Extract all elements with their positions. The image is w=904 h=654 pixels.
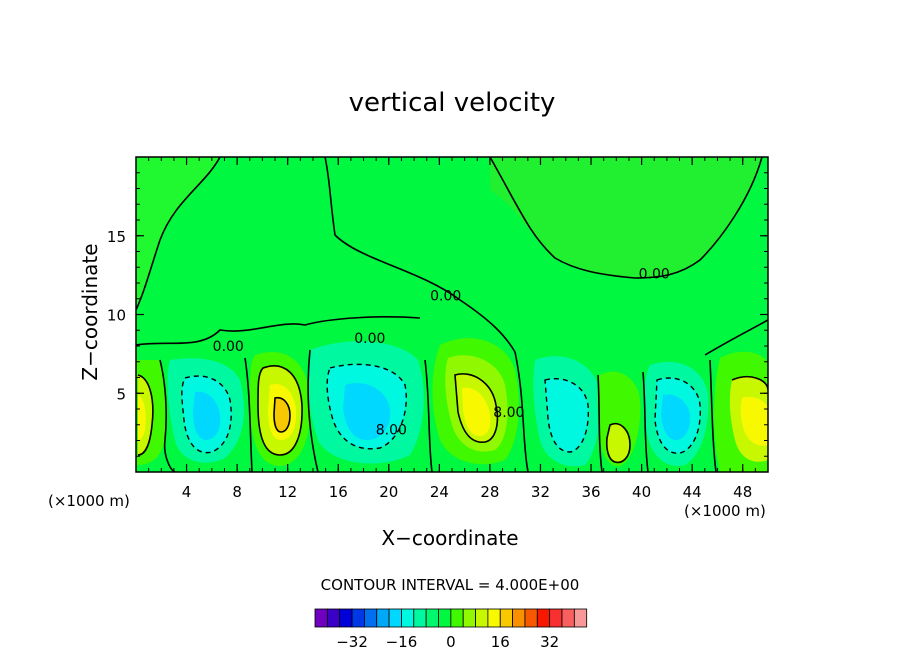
x-tick-label: 36: [581, 483, 600, 501]
x-tick-label: 32: [531, 483, 550, 501]
y-axis-label: Z−coordinate: [78, 243, 102, 381]
contour-label: 8.00: [376, 422, 407, 438]
zero-region-left: [136, 157, 220, 310]
colorbar-swatch: [536, 608, 551, 628]
x-tick-label: 8: [232, 483, 242, 501]
colorbar-tick-label: 16: [491, 633, 510, 651]
colorbar-swatch: [475, 608, 489, 628]
y-tick-label: 5: [116, 385, 126, 403]
x-tick-label: 4: [182, 483, 192, 501]
colorbar-swatch: [314, 608, 328, 628]
contour-label: 0.00: [430, 289, 461, 305]
colorbar-swatch: [524, 608, 538, 628]
colorbar-swatch: [388, 608, 402, 628]
zero-contours: [136, 157, 768, 356]
solid-contours: [137, 365, 768, 464]
colorbar-swatch: [573, 608, 588, 628]
contour-field: [136, 157, 768, 472]
colorbar-swatch: [425, 608, 439, 628]
contour-interval-label: CONTOUR INTERVAL = 4.000E+00: [320, 576, 580, 594]
x-scale-note-right: (×1000 m): [684, 502, 766, 520]
colorbar-tick-label: 0: [446, 633, 456, 651]
colorbar-swatch: [326, 608, 341, 628]
contour-label: 8.00: [493, 405, 524, 421]
colorbar-swatch: [413, 608, 427, 628]
colorbar-tick-label: −32: [336, 633, 368, 651]
colorbar-swatch: [339, 608, 353, 628]
y-tick-label: 10: [107, 307, 126, 325]
colorbar: −32 −16 0 16 32: [314, 608, 588, 651]
x-tick-label: 28: [480, 483, 499, 501]
contour-labels: 0.00 0.00 0.00 0.00 8.00 8.00: [213, 267, 670, 439]
colorbar-swatch: [462, 608, 476, 628]
colorbar-swatch: [487, 608, 501, 628]
colorbar-swatch: [450, 608, 464, 628]
contour-label: 0.00: [213, 339, 244, 355]
colorbar-swatch: [401, 608, 415, 628]
x-tick-label: 12: [278, 483, 297, 501]
colorbar-swatch: [351, 608, 365, 628]
colorbar-swatch: [561, 608, 575, 628]
x-scale-note-left: (×1000 m): [48, 492, 130, 510]
colorbar-swatch: [363, 608, 378, 628]
cell-boundaries: [159, 349, 717, 472]
chart-title: vertical velocity: [348, 88, 556, 118]
colorbar-swatch: [549, 608, 563, 628]
x-tick-label: 16: [329, 483, 348, 501]
x-axis-ticks: 4 8 12 16 20 24 28 32 36 40 44 48: [148, 157, 756, 501]
x-tick-label: 24: [430, 483, 449, 501]
contour-label: 0.00: [354, 331, 385, 347]
colorbar-swatch: [499, 608, 514, 628]
colorbar-tick-label: 32: [540, 633, 559, 651]
x-tick-label: 40: [632, 483, 651, 501]
x-tick-label: 48: [733, 483, 752, 501]
y-axis-ticks: 5 10 15: [107, 172, 768, 457]
contour-label: 0.00: [639, 267, 670, 283]
x-tick-label: 20: [379, 483, 398, 501]
zero-region-right: [490, 157, 762, 278]
dashed-contours: [181, 363, 701, 454]
colorbar-swatch: [438, 608, 452, 628]
colorbar-tick-label: −16: [386, 633, 418, 651]
x-axis-label: X−coordinate: [381, 526, 519, 550]
y-tick-label: 15: [107, 228, 126, 246]
colorbar-swatch: [512, 608, 526, 628]
x-tick-label: 44: [683, 483, 702, 501]
colorbar-swatch: [376, 608, 390, 628]
